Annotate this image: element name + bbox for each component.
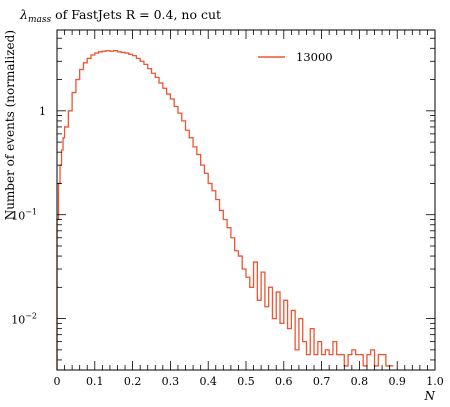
x-tick-label: 0 bbox=[54, 375, 61, 388]
x-tick-label: 0.6 bbox=[275, 375, 293, 388]
x-tick-label: 0.9 bbox=[388, 375, 406, 388]
x-tick-label: 1.0 bbox=[426, 375, 444, 388]
x-tick-label: 0.2 bbox=[124, 375, 142, 388]
x-tick-label: 0.4 bbox=[199, 375, 217, 388]
title-text: of FastJets R = 0.4, no cut bbox=[55, 7, 221, 22]
series-line-13000 bbox=[56, 49, 394, 370]
x-axis-label: N bbox=[424, 389, 436, 403]
title-symbol: λ bbox=[19, 7, 28, 22]
legend: 13000 bbox=[258, 50, 333, 64]
y-tick-label: 10−2 bbox=[11, 312, 37, 327]
x-tick-label: 0.5 bbox=[237, 375, 255, 388]
title-subscript: mass bbox=[28, 15, 52, 25]
x-axis: 0 0.1 0.2 0.3 0.4 0.5 0.6 0.7 0.8 0.9 1.0 bbox=[54, 30, 444, 388]
x-tick-label: 0.8 bbox=[351, 375, 369, 388]
x-tick-label: 0.3 bbox=[162, 375, 180, 388]
legend-label-13000: 13000 bbox=[296, 50, 333, 64]
y-axis-label: Number of events (normalized) bbox=[3, 30, 17, 220]
y-tick-label: 1 bbox=[39, 105, 46, 118]
chart-title: λmass of FastJets R = 0.4, no cut bbox=[19, 7, 221, 25]
x-tick-label: 0.1 bbox=[86, 375, 104, 388]
y-tick-label: 10−1 bbox=[11, 208, 37, 223]
y-axis: 1 10−1 10−2 bbox=[11, 29, 435, 361]
x-tick-label: 0.7 bbox=[313, 375, 331, 388]
